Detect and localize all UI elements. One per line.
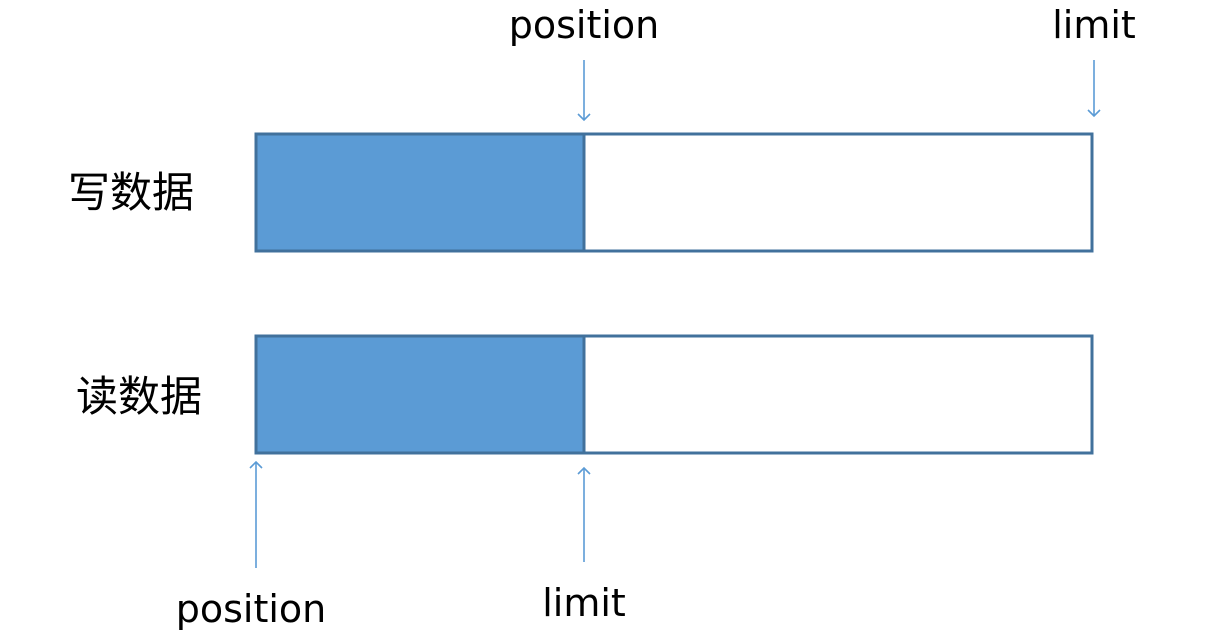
read-row: 读数据 position limit — [76, 334, 1094, 631]
write-position-label: position — [509, 3, 660, 47]
write-row: 写数据 position limit — [68, 3, 1136, 253]
write-row-label: 写数据 — [68, 168, 194, 217]
read-buffer-filled — [254, 334, 586, 455]
write-buffer-filled — [254, 132, 586, 253]
read-position-label: position — [176, 587, 327, 631]
read-limit-label: limit — [542, 581, 626, 625]
read-row-label: 读数据 — [76, 372, 202, 421]
write-limit-label: limit — [1052, 3, 1136, 47]
